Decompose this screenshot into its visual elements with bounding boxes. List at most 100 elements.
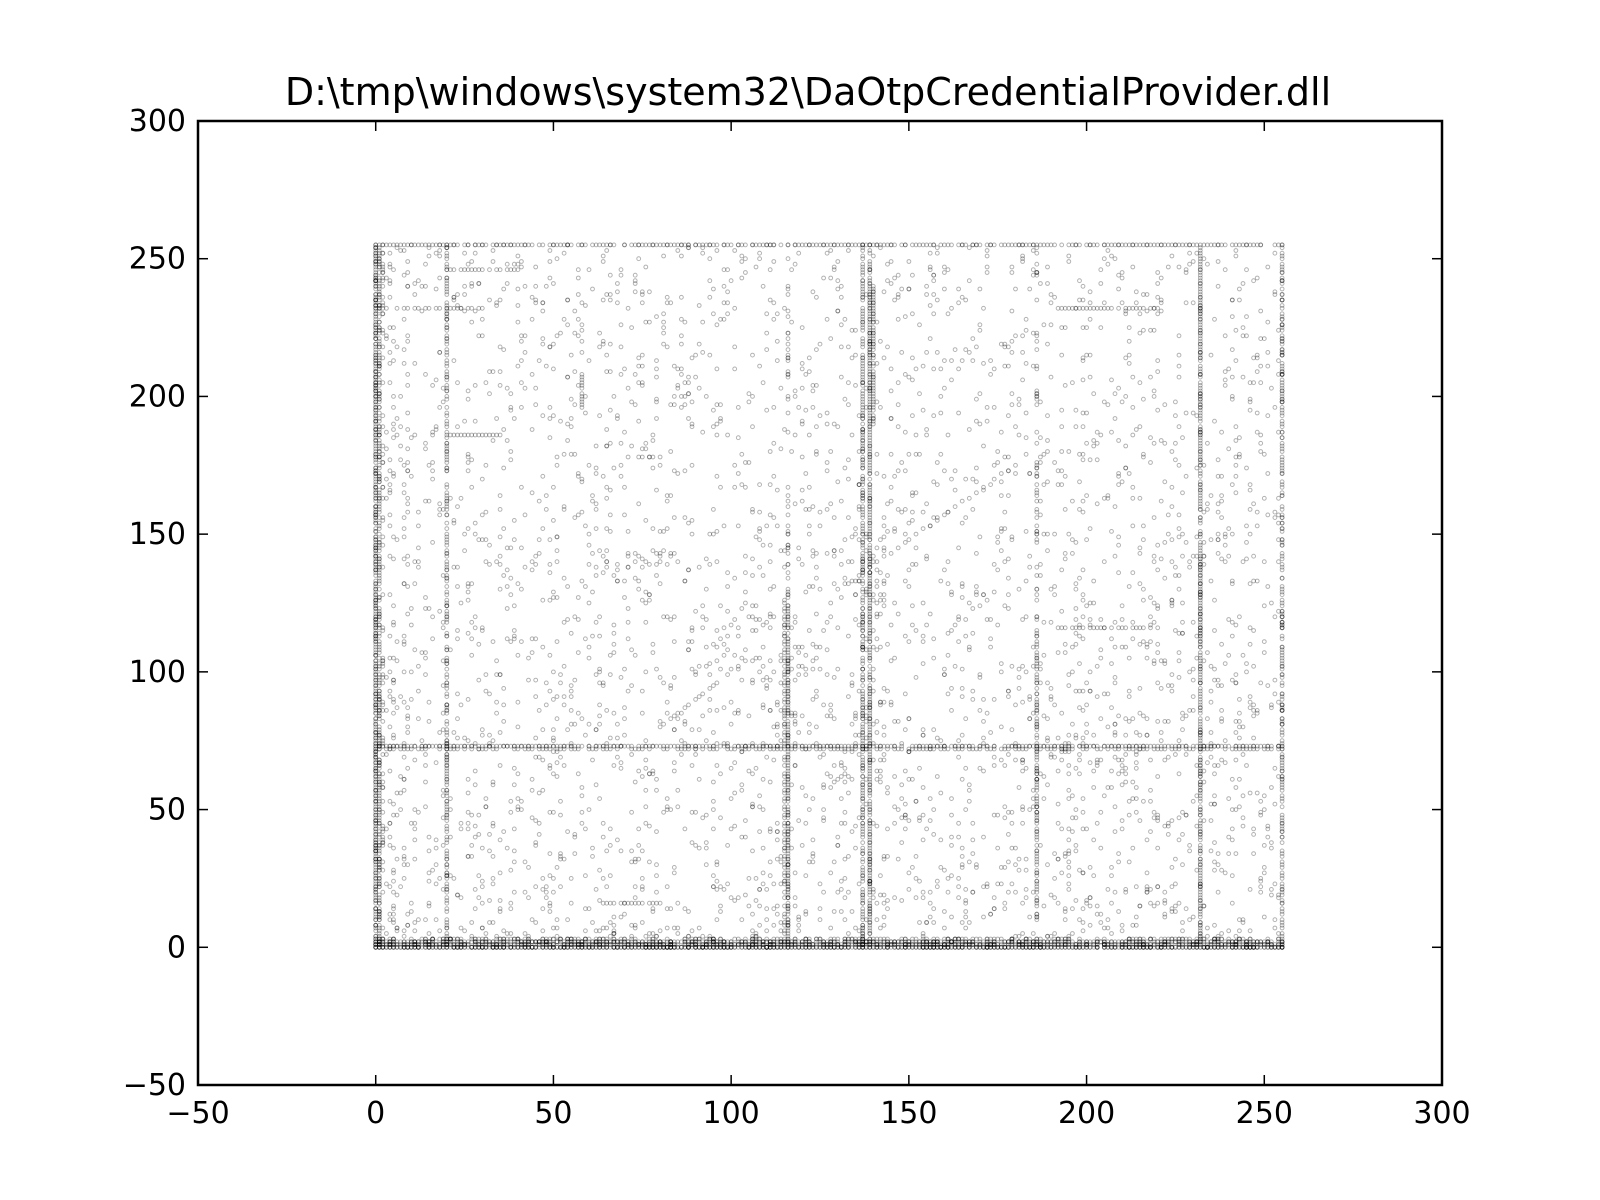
scatter-point (376, 942, 382, 947)
scatter-point (910, 272, 915, 278)
scatter-point (1244, 465, 1249, 471)
scatter-point (472, 743, 478, 749)
scatter-point (1176, 352, 1182, 358)
scatter-point (1048, 944, 1054, 950)
scatter-point (767, 242, 773, 248)
scatter-point (462, 944, 468, 950)
scatter-point (949, 944, 954, 950)
scatter-point (728, 622, 734, 628)
scatter-point (586, 746, 592, 752)
scatter-point (707, 686, 713, 691)
scatter-point (977, 944, 983, 950)
scatter-point (661, 721, 666, 727)
scatter-point (984, 944, 990, 950)
scatter-point (1180, 944, 1185, 950)
scatter-point (1038, 944, 1043, 950)
scatter-point (1158, 498, 1164, 504)
scatter-point (405, 611, 411, 617)
scatter-point (1258, 308, 1264, 314)
scatter-point (888, 451, 894, 457)
scatter-point (853, 746, 858, 752)
scatter-point (543, 944, 549, 950)
scatter-point (725, 743, 730, 749)
scatter-point (522, 242, 528, 248)
scatter-point (1194, 242, 1200, 248)
scatter-point (803, 746, 809, 752)
scatter-point (504, 281, 510, 286)
scatter-point (1197, 944, 1203, 950)
scatter-point (526, 655, 531, 661)
scatter-point (799, 743, 805, 749)
scatter-point (910, 944, 915, 950)
scatter-point (970, 746, 976, 752)
scatter-point (860, 683, 866, 688)
scatter-point (1279, 746, 1285, 752)
scatter-point (600, 876, 606, 881)
scatter-point (1244, 944, 1249, 950)
scatter-point (1197, 843, 1203, 848)
scatter-point (821, 702, 826, 708)
scatter-point (458, 944, 464, 950)
scatter-point (1212, 840, 1217, 845)
scatter-point (444, 691, 450, 697)
scatter-point (711, 944, 716, 950)
scatter-point (1009, 820, 1015, 826)
scatter-point (739, 944, 745, 950)
scatter-point (1190, 677, 1196, 683)
scatter-point (1251, 746, 1256, 752)
scatter-point (558, 944, 563, 950)
scatter-point (501, 242, 507, 248)
scatter-point (476, 944, 482, 950)
scatter-point (1148, 374, 1153, 380)
scatter-point (1133, 743, 1139, 749)
scatter-point (1006, 752, 1011, 757)
scatter-point (529, 746, 535, 752)
scatter-point (1229, 633, 1235, 639)
scatter-point (519, 942, 524, 947)
scatter-point (1244, 556, 1249, 562)
scatter-point (551, 944, 556, 950)
scatter-point (490, 944, 496, 950)
scatter-point (401, 526, 407, 531)
scatter-point (831, 743, 837, 749)
scatter-point (977, 765, 983, 771)
scatter-point (1052, 743, 1057, 749)
scatter-point (707, 242, 713, 248)
scatter-point (1123, 394, 1129, 399)
scatter-point (575, 710, 581, 716)
scatter-point (408, 242, 414, 248)
scatter-point (462, 942, 468, 947)
scatter-point (1212, 944, 1217, 950)
scatter-point (895, 402, 901, 408)
scatter-point (920, 526, 926, 531)
scatter-point (1244, 944, 1249, 950)
scatter-point (1030, 944, 1036, 950)
scatter-point (1091, 732, 1097, 738)
scatter-point (1130, 242, 1136, 248)
scatter-point (647, 746, 652, 752)
scatter-point (1190, 746, 1196, 752)
scatter-point (1034, 639, 1040, 644)
scatter-point (401, 944, 407, 950)
scatter-point (974, 242, 979, 248)
scatter-point (952, 504, 958, 510)
scatter-point (497, 942, 503, 947)
scatter-point (1045, 743, 1050, 749)
scatter-point (469, 944, 475, 950)
scatter-point (444, 567, 450, 573)
scatter-point (551, 484, 556, 490)
scatter-point (671, 768, 677, 774)
scatter-point (977, 743, 983, 749)
scatter-point (1187, 944, 1192, 950)
scatter-point (1261, 944, 1267, 950)
scatter-point (448, 942, 453, 947)
scatter-point (1190, 743, 1196, 749)
scatter-point (1091, 242, 1097, 248)
scatter-point (952, 944, 958, 950)
scatter-point (878, 743, 883, 749)
scatter-point (1233, 242, 1239, 248)
scatter-point (636, 501, 642, 507)
scatter-point (401, 776, 407, 782)
scatter-point (568, 944, 574, 950)
scatter-point (803, 666, 809, 672)
